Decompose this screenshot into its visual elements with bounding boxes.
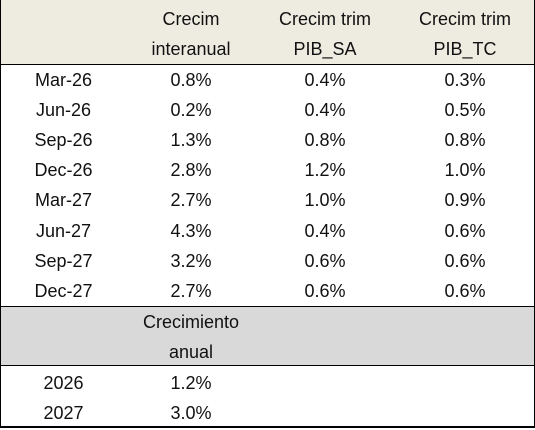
data-cell: 0.2%	[170, 100, 212, 121]
header-cell: Crecim trim	[279, 9, 371, 29]
data-cell: 0.6%	[304, 280, 346, 301]
row-label: Sep-26	[34, 130, 93, 151]
section-title: anual	[168, 342, 214, 362]
data-cell: 3.0%	[170, 403, 212, 423]
header-background	[0, 0, 535, 64]
row-label: Dec-26	[34, 160, 93, 181]
data-cell: 1.3%	[170, 130, 212, 151]
data-cell: 2.8%	[170, 160, 212, 181]
data-cell: 2.7%	[170, 280, 212, 301]
row-label: Dec-27	[34, 280, 93, 301]
header-cell: Crecim trim	[419, 9, 511, 29]
row-label: Jun-26	[35, 100, 92, 121]
data-cell: 1.2%	[304, 160, 346, 181]
header-cell: interanual	[151, 39, 231, 59]
data-cell: 0.5%	[444, 100, 486, 121]
header-cell: Crecim	[162, 9, 220, 29]
section-title: Crecimiento	[142, 312, 240, 332]
data-cell: 0.4%	[304, 70, 346, 90]
data-cell: 0.6%	[304, 250, 346, 271]
row-label: 2026	[43, 373, 84, 393]
data-cell: 0.8%	[304, 130, 346, 151]
header-rule	[0, 64, 535, 65]
data-cell: 0.3%	[444, 70, 486, 90]
header-cell: PIB_TC	[433, 39, 497, 59]
data-cell: 0.9%	[444, 190, 486, 211]
row-label: 2027	[43, 403, 84, 423]
data-cell: 3.2%	[170, 250, 212, 271]
data-cell: 1.0%	[444, 160, 486, 181]
data-cell: 1.2%	[170, 373, 212, 393]
row-label: Mar-27	[34, 190, 92, 211]
section-background	[0, 306, 535, 366]
header-cell: PIB_SA	[293, 39, 357, 59]
row-label: Sep-27	[34, 250, 93, 271]
data-cell: 0.4%	[304, 220, 346, 241]
data-cell: 0.6%	[444, 280, 486, 301]
data-cell: 2.7%	[170, 190, 212, 211]
data-cell: 1.0%	[304, 190, 346, 211]
data-cell: 0.8%	[170, 70, 212, 90]
data-cell: 0.6%	[444, 220, 486, 241]
row-label: Jun-27	[35, 220, 92, 241]
data-cell: 0.4%	[304, 100, 346, 121]
row-label: Mar-26	[34, 70, 92, 90]
data-cell: 4.3%	[170, 220, 212, 241]
data-cell: 0.6%	[444, 250, 486, 271]
data-cell: 0.8%	[444, 130, 486, 151]
